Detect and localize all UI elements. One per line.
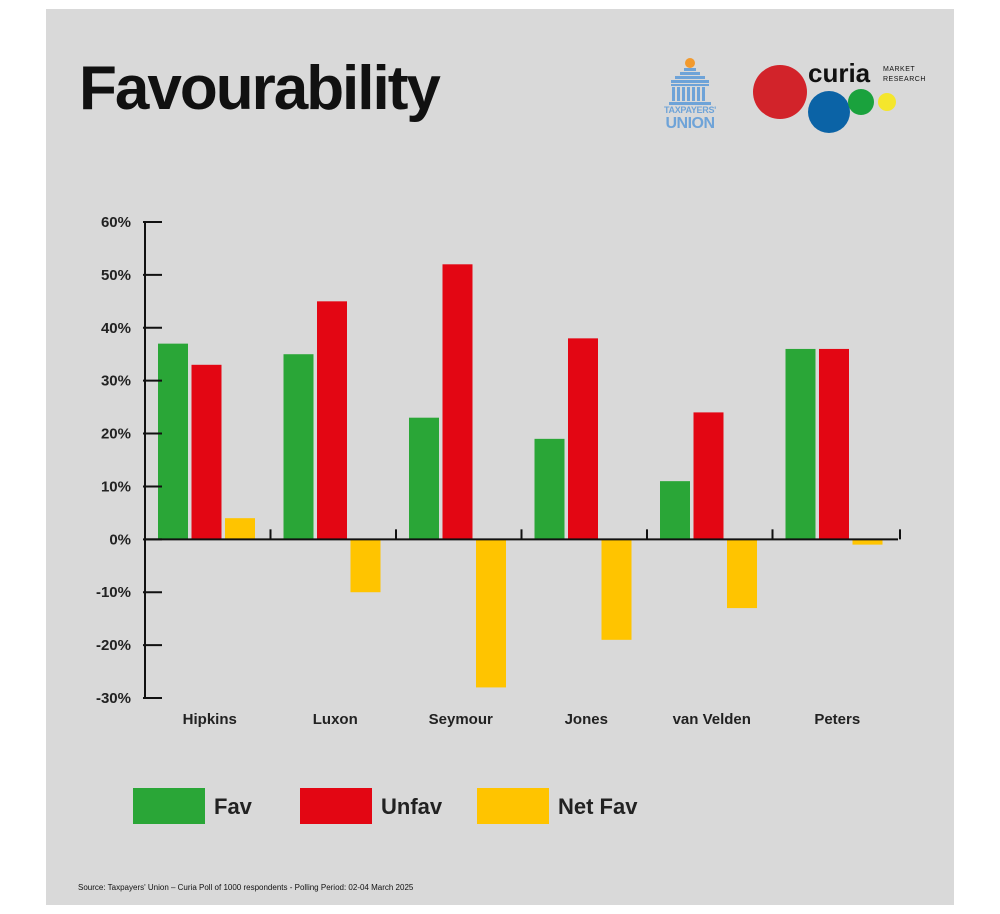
bar-unfav-jones [568, 338, 598, 540]
source-note: Source: Taxpayers' Union – Curia Poll of… [78, 883, 414, 892]
x-tick-label-seymour: Seymour [429, 711, 493, 728]
y-tick-label: 0% [109, 531, 131, 548]
bar-unfav-van-velden [693, 412, 724, 540]
bar-fav-peters [785, 348, 816, 540]
curia-logo-subtitle-1: MARKET [883, 66, 916, 73]
x-tick-label-peters: Peters [814, 711, 860, 728]
bar-fav-jones [534, 438, 565, 540]
y-tick-label: 50% [101, 267, 131, 284]
legend-label-fav: Fav [214, 794, 252, 819]
bar-unfav-peters [819, 348, 849, 540]
curia-logo-name: curia [808, 58, 871, 88]
y-tick-label: 60% [101, 214, 131, 231]
y-tick-label: 30% [101, 373, 131, 390]
y-tick-label: -20% [96, 637, 131, 654]
bar-fav-van-velden [660, 481, 690, 540]
x-tick-label-van-velden: van Velden [673, 711, 751, 728]
legend-swatch-unfav [300, 788, 372, 824]
x-tick-label-jones: Jones [565, 711, 608, 728]
bar-net-fav-van-velden [727, 539, 757, 609]
y-tick-label: -10% [96, 584, 131, 601]
x-tick-label-hipkins: Hipkins [183, 711, 237, 728]
taxpayers-union-logo-text-top: TAXPAYERS' [664, 105, 716, 115]
taxpayers-union-logo [669, 58, 711, 105]
bar-net-fav-jones [601, 539, 632, 640]
bar-net-fav-hipkins [225, 518, 255, 540]
curia-logo-subtitle-2: RESEARCH [883, 76, 926, 83]
y-tick-label: 40% [101, 320, 131, 337]
bar-unfav-seymour [442, 264, 473, 540]
bar-net-fav-seymour [476, 539, 506, 688]
legend-swatch-fav [133, 788, 205, 824]
y-tick-label: 20% [101, 426, 131, 443]
chart-title: Favourability [79, 54, 441, 123]
bar-unfav-luxon [317, 301, 347, 540]
bar-net-fav-peters [852, 539, 883, 545]
legend-label-unfav: Unfav [381, 794, 443, 819]
y-tick-label: -30% [96, 690, 131, 707]
legend-swatch-net-fav [477, 788, 549, 824]
y-tick-label: 10% [101, 478, 131, 495]
bar-fav-hipkins [158, 343, 188, 540]
taxpayers-union-logo-text-bottom: UNION [665, 115, 715, 132]
legend-label-net-fav: Net Fav [558, 794, 638, 819]
bar-net-fav-luxon [350, 539, 381, 593]
curia-logo [753, 65, 896, 133]
bar-unfav-hipkins [191, 364, 222, 540]
bar-fav-luxon [283, 354, 314, 540]
x-tick-label-luxon: Luxon [313, 711, 358, 728]
bar-fav-seymour [409, 417, 439, 540]
